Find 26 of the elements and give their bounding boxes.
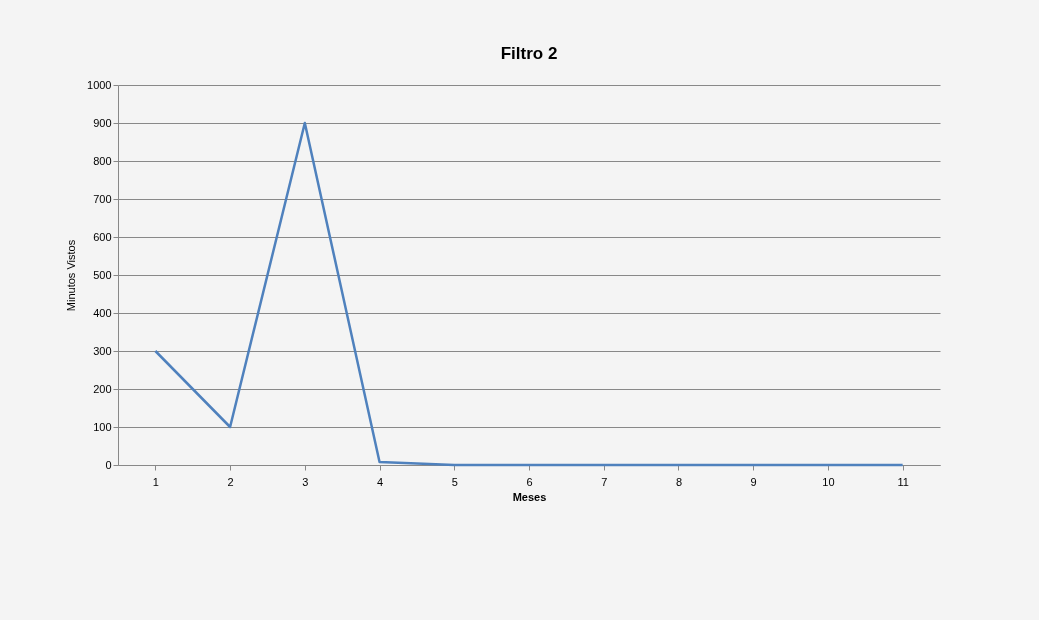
- x-tick-label: 5: [451, 475, 458, 488]
- y-tick-label: 0: [105, 458, 112, 471]
- x-tick-label: 3: [302, 475, 309, 488]
- y-tick-label: 1000: [87, 78, 112, 91]
- x-axis-title: Meses: [512, 490, 547, 503]
- x-tick-label: 10: [822, 475, 835, 488]
- y-tick-label: 200: [93, 382, 112, 395]
- x-tick-label: 1: [152, 475, 159, 488]
- y-tick-label: 300: [93, 344, 112, 357]
- x-tick-label: 4: [376, 475, 384, 488]
- x-tick-label: 6: [526, 475, 533, 488]
- y-tick-label: 600: [93, 230, 112, 243]
- x-tick-label: 9: [750, 475, 757, 488]
- y-tick-label: 900: [93, 116, 112, 129]
- x-tick-label: 2: [227, 475, 234, 488]
- y-tick-label: 500: [93, 268, 112, 281]
- y-tick-label: 800: [93, 154, 112, 167]
- line-series: [154, 121, 904, 467]
- x-tick-label: 11: [897, 475, 909, 488]
- chart-title: Filtro 2: [500, 44, 558, 63]
- x-tick-label: 7: [601, 475, 608, 488]
- y-tick-label: 400: [93, 306, 112, 319]
- y-tick-label: 700: [93, 192, 112, 205]
- x-tick-label: 8: [675, 475, 683, 488]
- y-tick-label: 100: [93, 420, 112, 433]
- y-axis-title: Minutos Vistos: [65, 239, 78, 312]
